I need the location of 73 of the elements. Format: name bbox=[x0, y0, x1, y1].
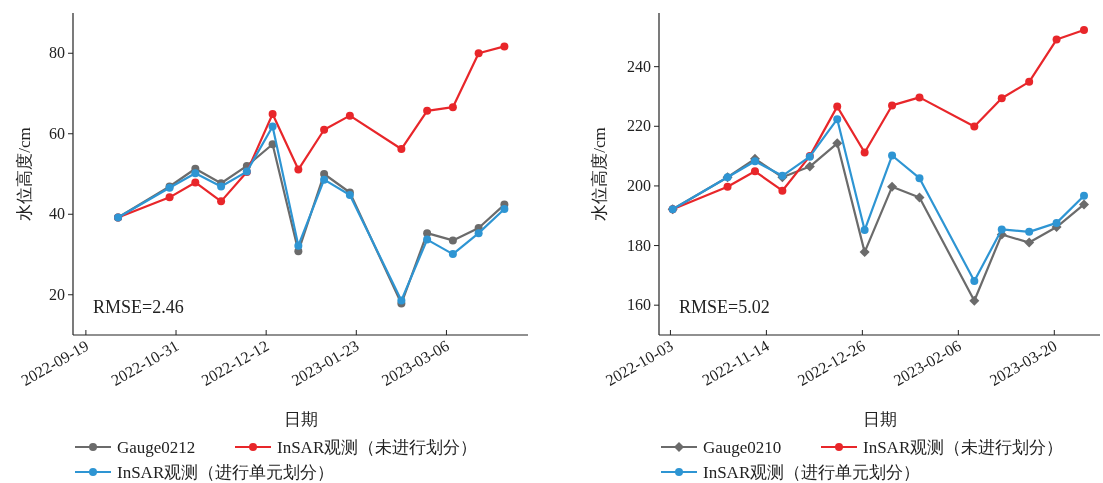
point bbox=[500, 205, 509, 214]
y-tick-label: 220 bbox=[627, 117, 651, 135]
y-tick-label: 80 bbox=[49, 44, 65, 62]
point bbox=[833, 102, 842, 111]
point bbox=[423, 235, 432, 244]
y-tick-label: 180 bbox=[627, 236, 651, 254]
point bbox=[423, 106, 432, 115]
point bbox=[750, 157, 759, 166]
y-axis-title: 水位高度/cm bbox=[15, 127, 34, 221]
point bbox=[397, 145, 406, 154]
point bbox=[294, 241, 303, 250]
legend-label: Gauge0212 bbox=[117, 438, 196, 457]
point bbox=[1052, 35, 1061, 44]
x-axis-title: 日期 bbox=[283, 410, 318, 429]
point bbox=[887, 181, 898, 192]
point bbox=[997, 225, 1006, 234]
y-tick-label: 60 bbox=[49, 124, 65, 142]
point bbox=[320, 125, 329, 134]
point bbox=[860, 226, 869, 235]
point bbox=[474, 49, 483, 58]
point bbox=[1080, 191, 1089, 200]
point bbox=[1025, 77, 1034, 86]
y-tick-label: 160 bbox=[627, 296, 651, 314]
y-tick-label: 20 bbox=[49, 285, 65, 303]
point bbox=[1079, 199, 1090, 210]
point bbox=[191, 169, 200, 178]
point bbox=[970, 277, 979, 286]
point bbox=[1025, 227, 1034, 236]
legend-label: InSAR观测（进行单元划分） bbox=[117, 463, 335, 482]
point bbox=[888, 101, 897, 110]
y-tick-label: 40 bbox=[49, 205, 65, 223]
point bbox=[268, 110, 277, 119]
point bbox=[448, 236, 457, 245]
point bbox=[345, 111, 354, 120]
point bbox=[915, 174, 924, 183]
point bbox=[320, 175, 329, 184]
point bbox=[915, 93, 924, 102]
point bbox=[1024, 237, 1035, 248]
point bbox=[750, 167, 759, 176]
point bbox=[165, 193, 174, 202]
point bbox=[970, 122, 979, 131]
y-tick-label: 240 bbox=[627, 57, 651, 75]
legend-label: InSAR观测（未进行划分） bbox=[277, 438, 478, 457]
legend-label: InSAR观测（未进行划分） bbox=[863, 438, 1064, 457]
point bbox=[448, 103, 457, 112]
point bbox=[423, 229, 432, 238]
x-axis-title: 日期 bbox=[862, 410, 897, 429]
point bbox=[448, 250, 457, 259]
point bbox=[997, 94, 1006, 103]
point bbox=[1052, 218, 1061, 227]
annotation: RMSE=5.02 bbox=[679, 297, 770, 317]
point bbox=[969, 295, 980, 306]
y-axis-title: 水位高度/cm bbox=[590, 127, 609, 221]
point bbox=[833, 115, 842, 124]
point bbox=[914, 192, 925, 203]
point bbox=[191, 178, 200, 187]
annotation: RMSE=2.46 bbox=[93, 297, 184, 317]
point bbox=[778, 186, 787, 195]
point bbox=[1080, 25, 1089, 34]
point bbox=[804, 161, 815, 172]
point bbox=[217, 197, 226, 206]
y-tick-label: 200 bbox=[627, 176, 651, 194]
legend-label: InSAR观测（进行单元划分） bbox=[703, 463, 921, 482]
point bbox=[294, 165, 303, 174]
point bbox=[268, 122, 277, 131]
point bbox=[832, 138, 843, 149]
point bbox=[860, 148, 869, 157]
point bbox=[500, 42, 509, 51]
legend-label: Gauge0210 bbox=[703, 438, 782, 457]
point bbox=[888, 151, 897, 160]
point bbox=[474, 229, 483, 238]
point bbox=[723, 182, 732, 191]
point bbox=[859, 247, 870, 258]
